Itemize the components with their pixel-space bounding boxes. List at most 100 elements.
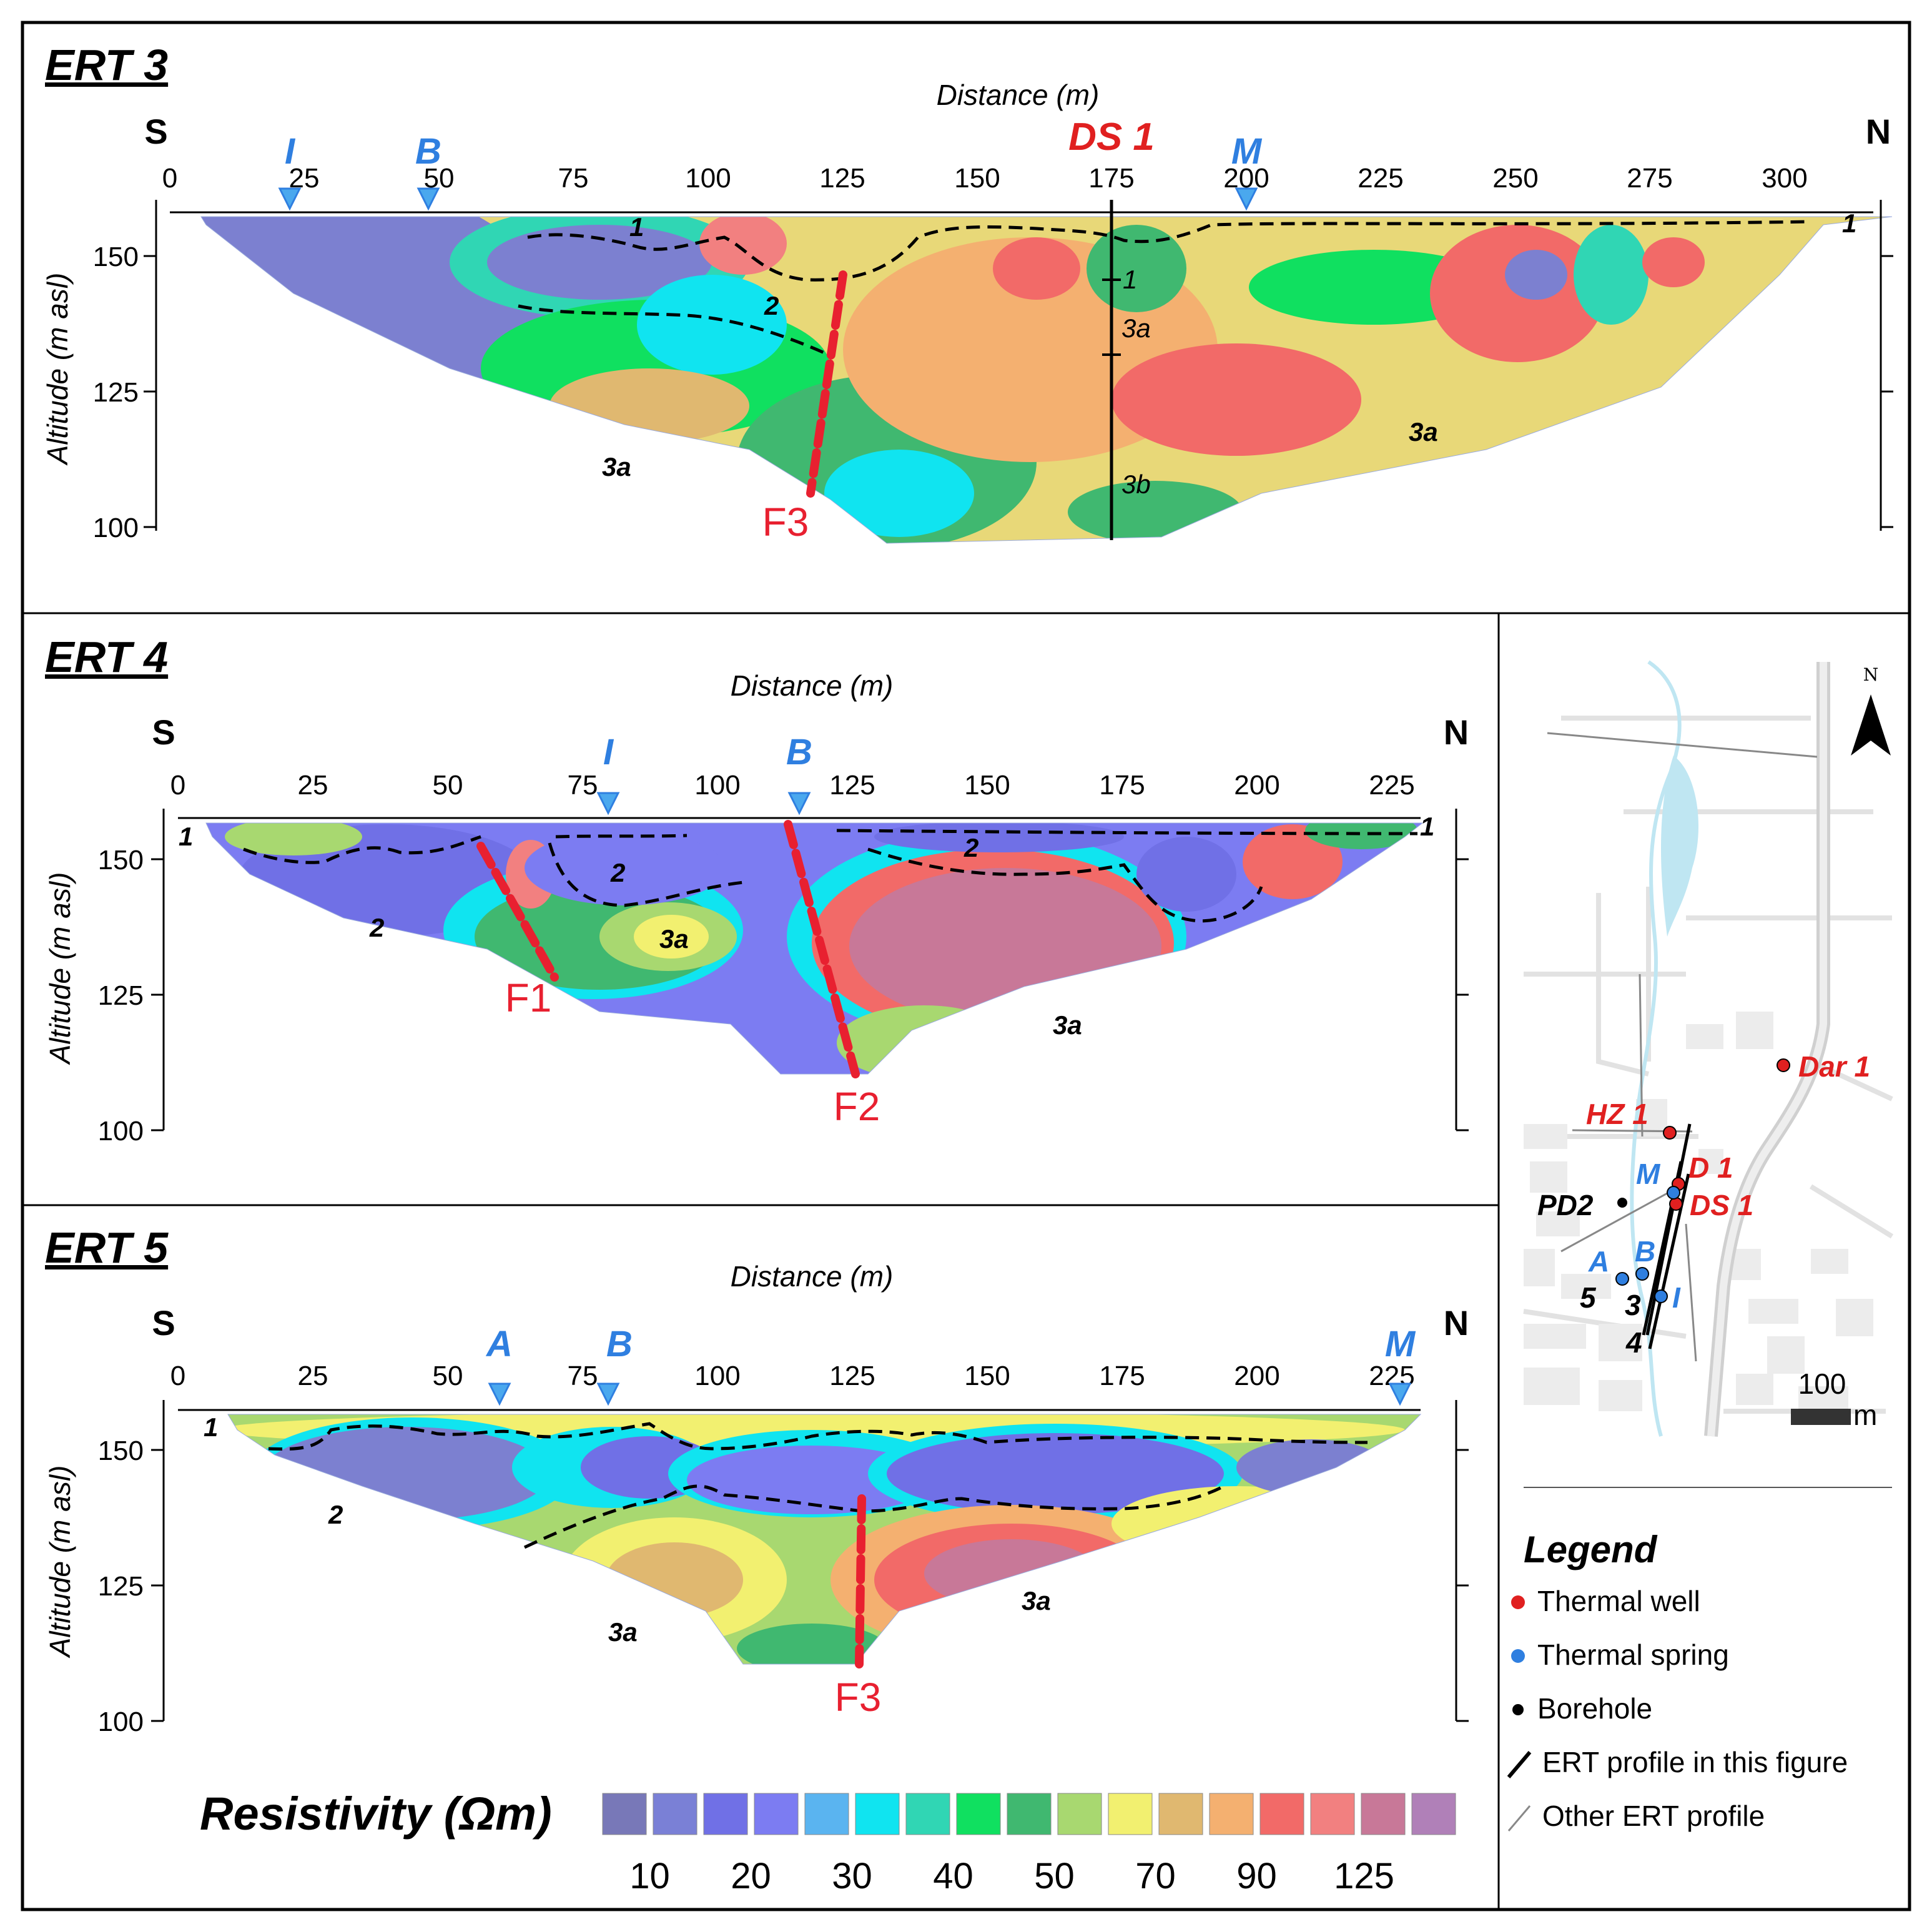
ert4-x-tick-label: 150	[964, 770, 1010, 801]
ert4-x-tick-label: 75	[568, 770, 598, 801]
ert4-fault-line	[476, 842, 559, 982]
ert5-south-label: S	[152, 1303, 175, 1343]
ert3-y-tick-label: 100	[93, 513, 139, 543]
ert3-y-tick-label: 125	[93, 377, 139, 408]
ert4-x-tick-label: 125	[829, 770, 875, 801]
ert3-x-tick-label: 125	[819, 163, 865, 194]
ert4-unit-label: 1	[1420, 812, 1434, 841]
ert5-x-tick-label: 125	[829, 1361, 875, 1391]
colorbar-swatch	[703, 1793, 748, 1835]
colorbar-label: 10	[629, 1856, 670, 1896]
ert4-south-label: S	[152, 712, 175, 752]
map-label-hz1: HZ 1	[1586, 1098, 1649, 1130]
colorbar-label: 90	[1236, 1856, 1277, 1896]
ert5-y-tick-labels: 150 125 100	[98, 1436, 144, 1737]
ert3-y-tick-label: 150	[93, 242, 139, 272]
thermal-spring-icon	[1654, 1289, 1668, 1303]
thermal-well-icon	[1777, 1058, 1790, 1072]
legend-item: ERT profile in this figure	[1542, 1746, 1848, 1778]
ert4-fault-line	[784, 820, 860, 1078]
spring-marker-icon	[488, 1382, 511, 1406]
map-lake	[1661, 756, 1698, 937]
ert5-xlabel: Distance (m)	[731, 1260, 894, 1293]
scale-unit: m	[1853, 1399, 1877, 1431]
ert4-y-tick-label: 125	[98, 980, 144, 1011]
ert3-title: ERT 3	[45, 41, 168, 89]
thermal-spring-icon	[1635, 1267, 1649, 1281]
map-label-pd2: PD2	[1537, 1189, 1594, 1221]
ert5-section	[228, 1414, 1421, 1664]
ert3-panel: ERT 3 Distance (m) S N Altitude (m asl)	[41, 41, 1893, 545]
spring-marker-icon	[1235, 187, 1258, 211]
ert4-ylabel: Altitude (m asl)	[44, 872, 76, 1066]
ert4-outline	[205, 822, 1424, 1075]
thermal-well-icon	[1663, 1126, 1677, 1140]
ert5-unit-label: 2	[328, 1500, 343, 1529]
legend-title: Legend	[1524, 1529, 1658, 1570]
ert4-xlabel: Distance (m)	[731, 669, 894, 702]
map-profile-label: 3	[1625, 1289, 1641, 1321]
map-label-dar1: Dar 1	[1798, 1050, 1870, 1083]
ert3-south-label: S	[144, 112, 167, 151]
map-label-m: M	[1636, 1158, 1661, 1190]
ert3-ylabel: Altitude (m asl)	[41, 273, 74, 466]
ert5-x-tick-label: 175	[1099, 1361, 1145, 1391]
ert4-north-label: N	[1444, 712, 1469, 752]
ert4-title: ERT 4	[45, 633, 168, 681]
ert3-x-tick-labels: 0 25 50 75 100 125 150 175 200 225 250 2…	[162, 163, 1808, 194]
ert3-marker-label: B	[415, 131, 441, 172]
colorbar-label: 40	[933, 1856, 973, 1896]
colorbar-swatch	[1361, 1793, 1406, 1835]
ert3-x-tick-label: 100	[685, 163, 731, 194]
ert5-x-tick-label: 25	[298, 1361, 328, 1391]
ert5-x-tick-label: 50	[433, 1361, 463, 1391]
ert3-north-label: N	[1866, 112, 1891, 151]
ert4-y-tick-labels: 150 125 100	[98, 845, 144, 1146]
ert5-marker-label: A	[485, 1324, 513, 1364]
colorbar-label: 50	[1034, 1856, 1075, 1896]
ert5-unit-label: 3a	[608, 1617, 638, 1647]
ert3-unit-labels: 1 1 2 1 3a 3a 3a 3b	[602, 209, 1856, 499]
ert4-x-tick-label: 100	[694, 770, 740, 801]
colorbar-swatch	[1209, 1793, 1254, 1835]
legend-item: Borehole	[1537, 1692, 1652, 1725]
ert3-y-ticks	[144, 255, 1893, 528]
ert3-marker-label: M	[1231, 131, 1263, 172]
ert3-unit-label: 1	[629, 212, 644, 242]
spring-marker-icon	[278, 187, 302, 211]
thermal-spring-icon	[1511, 1649, 1525, 1663]
ert3-well-label: DS 1	[1068, 116, 1155, 159]
ert3-unit-label: 1	[1123, 265, 1137, 294]
ert5-y-tick-label: 100	[98, 1707, 144, 1737]
ert4-x-tick-label: 0	[170, 770, 185, 801]
ert5-marker-label: B	[606, 1324, 633, 1364]
legend-item: Other ERT profile	[1542, 1800, 1765, 1832]
thermal-spring-icon	[1667, 1186, 1680, 1200]
ert5-x-tick-label: 150	[964, 1361, 1010, 1391]
ert4-unit-label: 2	[964, 833, 978, 862]
ert3-markers: I B M	[278, 131, 1263, 211]
ert3-x-tick-label: 300	[1762, 163, 1807, 194]
ert5-panel: ERT 5 Distance (m) S N Altitude (m asl)	[44, 1223, 1469, 1737]
north-arrow-icon	[1851, 694, 1891, 756]
ert4-unit-label: 3a	[1053, 1010, 1082, 1040]
map-profile-label: 4	[1625, 1326, 1642, 1359]
map-buildings	[1524, 1012, 1873, 1411]
ert4-unit-label: 2	[610, 858, 625, 887]
ert5-x-tick-label: 100	[694, 1361, 740, 1391]
north-label: N	[1863, 664, 1879, 685]
ert-profile-line-icon	[1507, 1751, 1532, 1778]
map-point-labels: Dar 1 HZ 1 D 1 DS 1 M PD2 A B I 5 3 4	[1537, 1050, 1870, 1359]
ert5-unit-label: 1	[204, 1412, 218, 1442]
ert3-unit-label: 1	[1842, 209, 1856, 238]
spring-marker-icon	[416, 187, 440, 211]
ert4-fault-label: F2	[834, 1084, 880, 1129]
location-map: Dar 1 HZ 1 D 1 DS 1 M PD2 A B I 5 3 4 N …	[1510, 629, 1897, 1441]
figure-frame	[21, 21, 1911, 1911]
ert3-unit-label: 3a	[1121, 313, 1151, 343]
ert4-markers: I B	[596, 732, 812, 816]
ert5-marker-label: M	[1385, 1324, 1416, 1364]
ert4-x-tick-label: 175	[1099, 770, 1145, 801]
ert5-fault-line	[855, 1494, 866, 1668]
